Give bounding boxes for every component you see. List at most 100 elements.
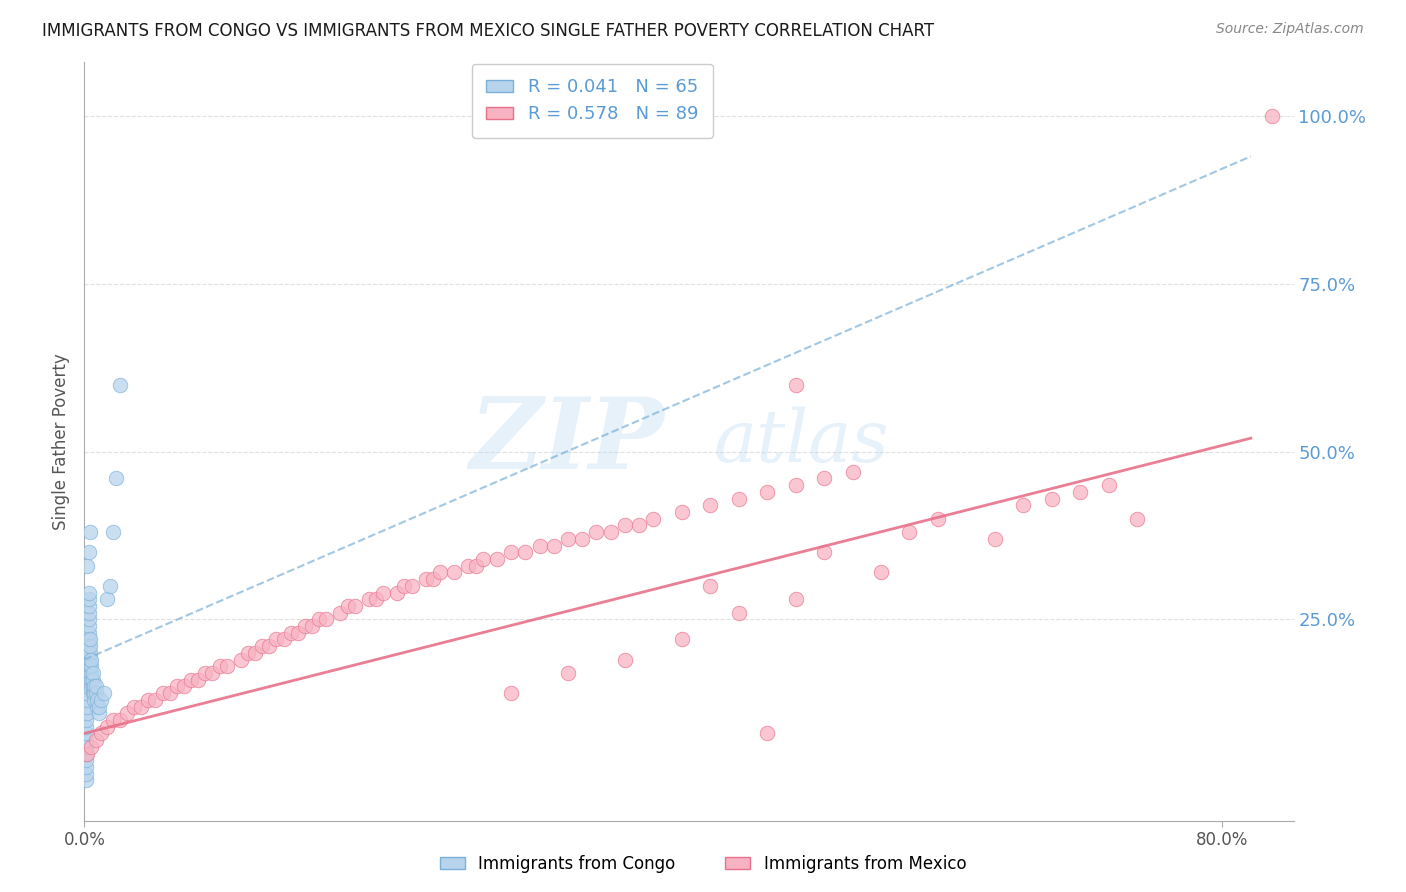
Point	[401, 579, 423, 593]
Point	[813, 471, 835, 485]
Point	[613, 652, 636, 666]
Point	[101, 713, 124, 727]
Point	[96, 720, 118, 734]
Point	[108, 377, 131, 392]
Point	[485, 552, 508, 566]
Point	[152, 686, 174, 700]
Point	[1261, 109, 1284, 123]
Point	[898, 525, 921, 540]
Point	[108, 713, 131, 727]
Point	[76, 673, 98, 687]
Point	[243, 646, 266, 660]
Point	[250, 639, 273, 653]
Point	[464, 558, 486, 573]
Point	[599, 525, 621, 540]
Point	[75, 753, 97, 767]
Point	[115, 706, 138, 721]
Point	[75, 773, 97, 788]
Point	[628, 518, 651, 533]
Point	[76, 558, 98, 573]
Point	[87, 699, 110, 714]
Point	[76, 666, 98, 681]
Point	[80, 680, 103, 694]
Point	[201, 666, 224, 681]
Point	[585, 525, 607, 540]
Point	[471, 552, 494, 566]
Point	[76, 706, 98, 721]
Point	[129, 699, 152, 714]
Point	[80, 652, 103, 666]
Point	[194, 666, 217, 681]
Point	[387, 585, 409, 599]
Point	[984, 532, 1007, 546]
Point	[80, 739, 103, 754]
Point	[76, 659, 98, 673]
Point	[280, 625, 302, 640]
Point	[75, 739, 97, 754]
Point	[294, 619, 316, 633]
Point	[82, 666, 104, 681]
Point	[104, 471, 127, 485]
Point	[301, 619, 323, 633]
Point	[77, 606, 100, 620]
Y-axis label: Single Father Poverty: Single Father Poverty	[52, 353, 70, 530]
Point	[145, 693, 167, 707]
Point	[308, 612, 330, 626]
Point	[329, 606, 352, 620]
Point	[515, 545, 537, 559]
Point	[75, 760, 97, 774]
Point	[180, 673, 202, 687]
Point	[82, 673, 104, 687]
Point	[77, 612, 100, 626]
Point	[287, 625, 309, 640]
Point	[336, 599, 359, 613]
Point	[457, 558, 479, 573]
Point	[671, 632, 693, 647]
Point	[870, 566, 893, 580]
Point	[208, 659, 231, 673]
Point	[357, 592, 380, 607]
Point	[75, 733, 97, 747]
Point	[75, 747, 97, 761]
Point	[77, 619, 100, 633]
Point	[77, 545, 100, 559]
Point	[86, 693, 108, 707]
Point	[756, 484, 779, 499]
Point	[273, 632, 295, 647]
Point	[77, 632, 100, 647]
Point	[76, 686, 98, 700]
Point	[501, 686, 523, 700]
Point	[83, 680, 105, 694]
Point	[259, 639, 281, 653]
Point	[785, 478, 807, 492]
Point	[229, 652, 252, 666]
Point	[80, 659, 103, 673]
Point	[557, 532, 579, 546]
Point	[76, 747, 98, 761]
Text: atlas: atlas	[713, 406, 889, 477]
Point	[671, 505, 693, 519]
Point	[215, 659, 238, 673]
Point	[79, 652, 101, 666]
Point	[501, 545, 523, 559]
Point	[83, 686, 105, 700]
Point	[84, 686, 107, 700]
Text: ZIP: ZIP	[470, 393, 665, 490]
Point	[613, 518, 636, 533]
Point	[76, 652, 98, 666]
Point	[394, 579, 416, 593]
Point	[187, 673, 209, 687]
Point	[415, 572, 437, 586]
Point	[371, 585, 394, 599]
Text: Source: ZipAtlas.com: Source: ZipAtlas.com	[1216, 22, 1364, 37]
Point	[927, 512, 949, 526]
Point	[75, 726, 97, 740]
Point	[75, 713, 97, 727]
Point	[1097, 478, 1119, 492]
Point	[138, 693, 160, 707]
Point	[159, 686, 181, 700]
Text: IMMIGRANTS FROM CONGO VS IMMIGRANTS FROM MEXICO SINGLE FATHER POVERTY CORRELATIO: IMMIGRANTS FROM CONGO VS IMMIGRANTS FROM…	[42, 22, 935, 40]
Point	[82, 680, 104, 694]
Point	[785, 592, 807, 607]
Point	[699, 498, 721, 512]
